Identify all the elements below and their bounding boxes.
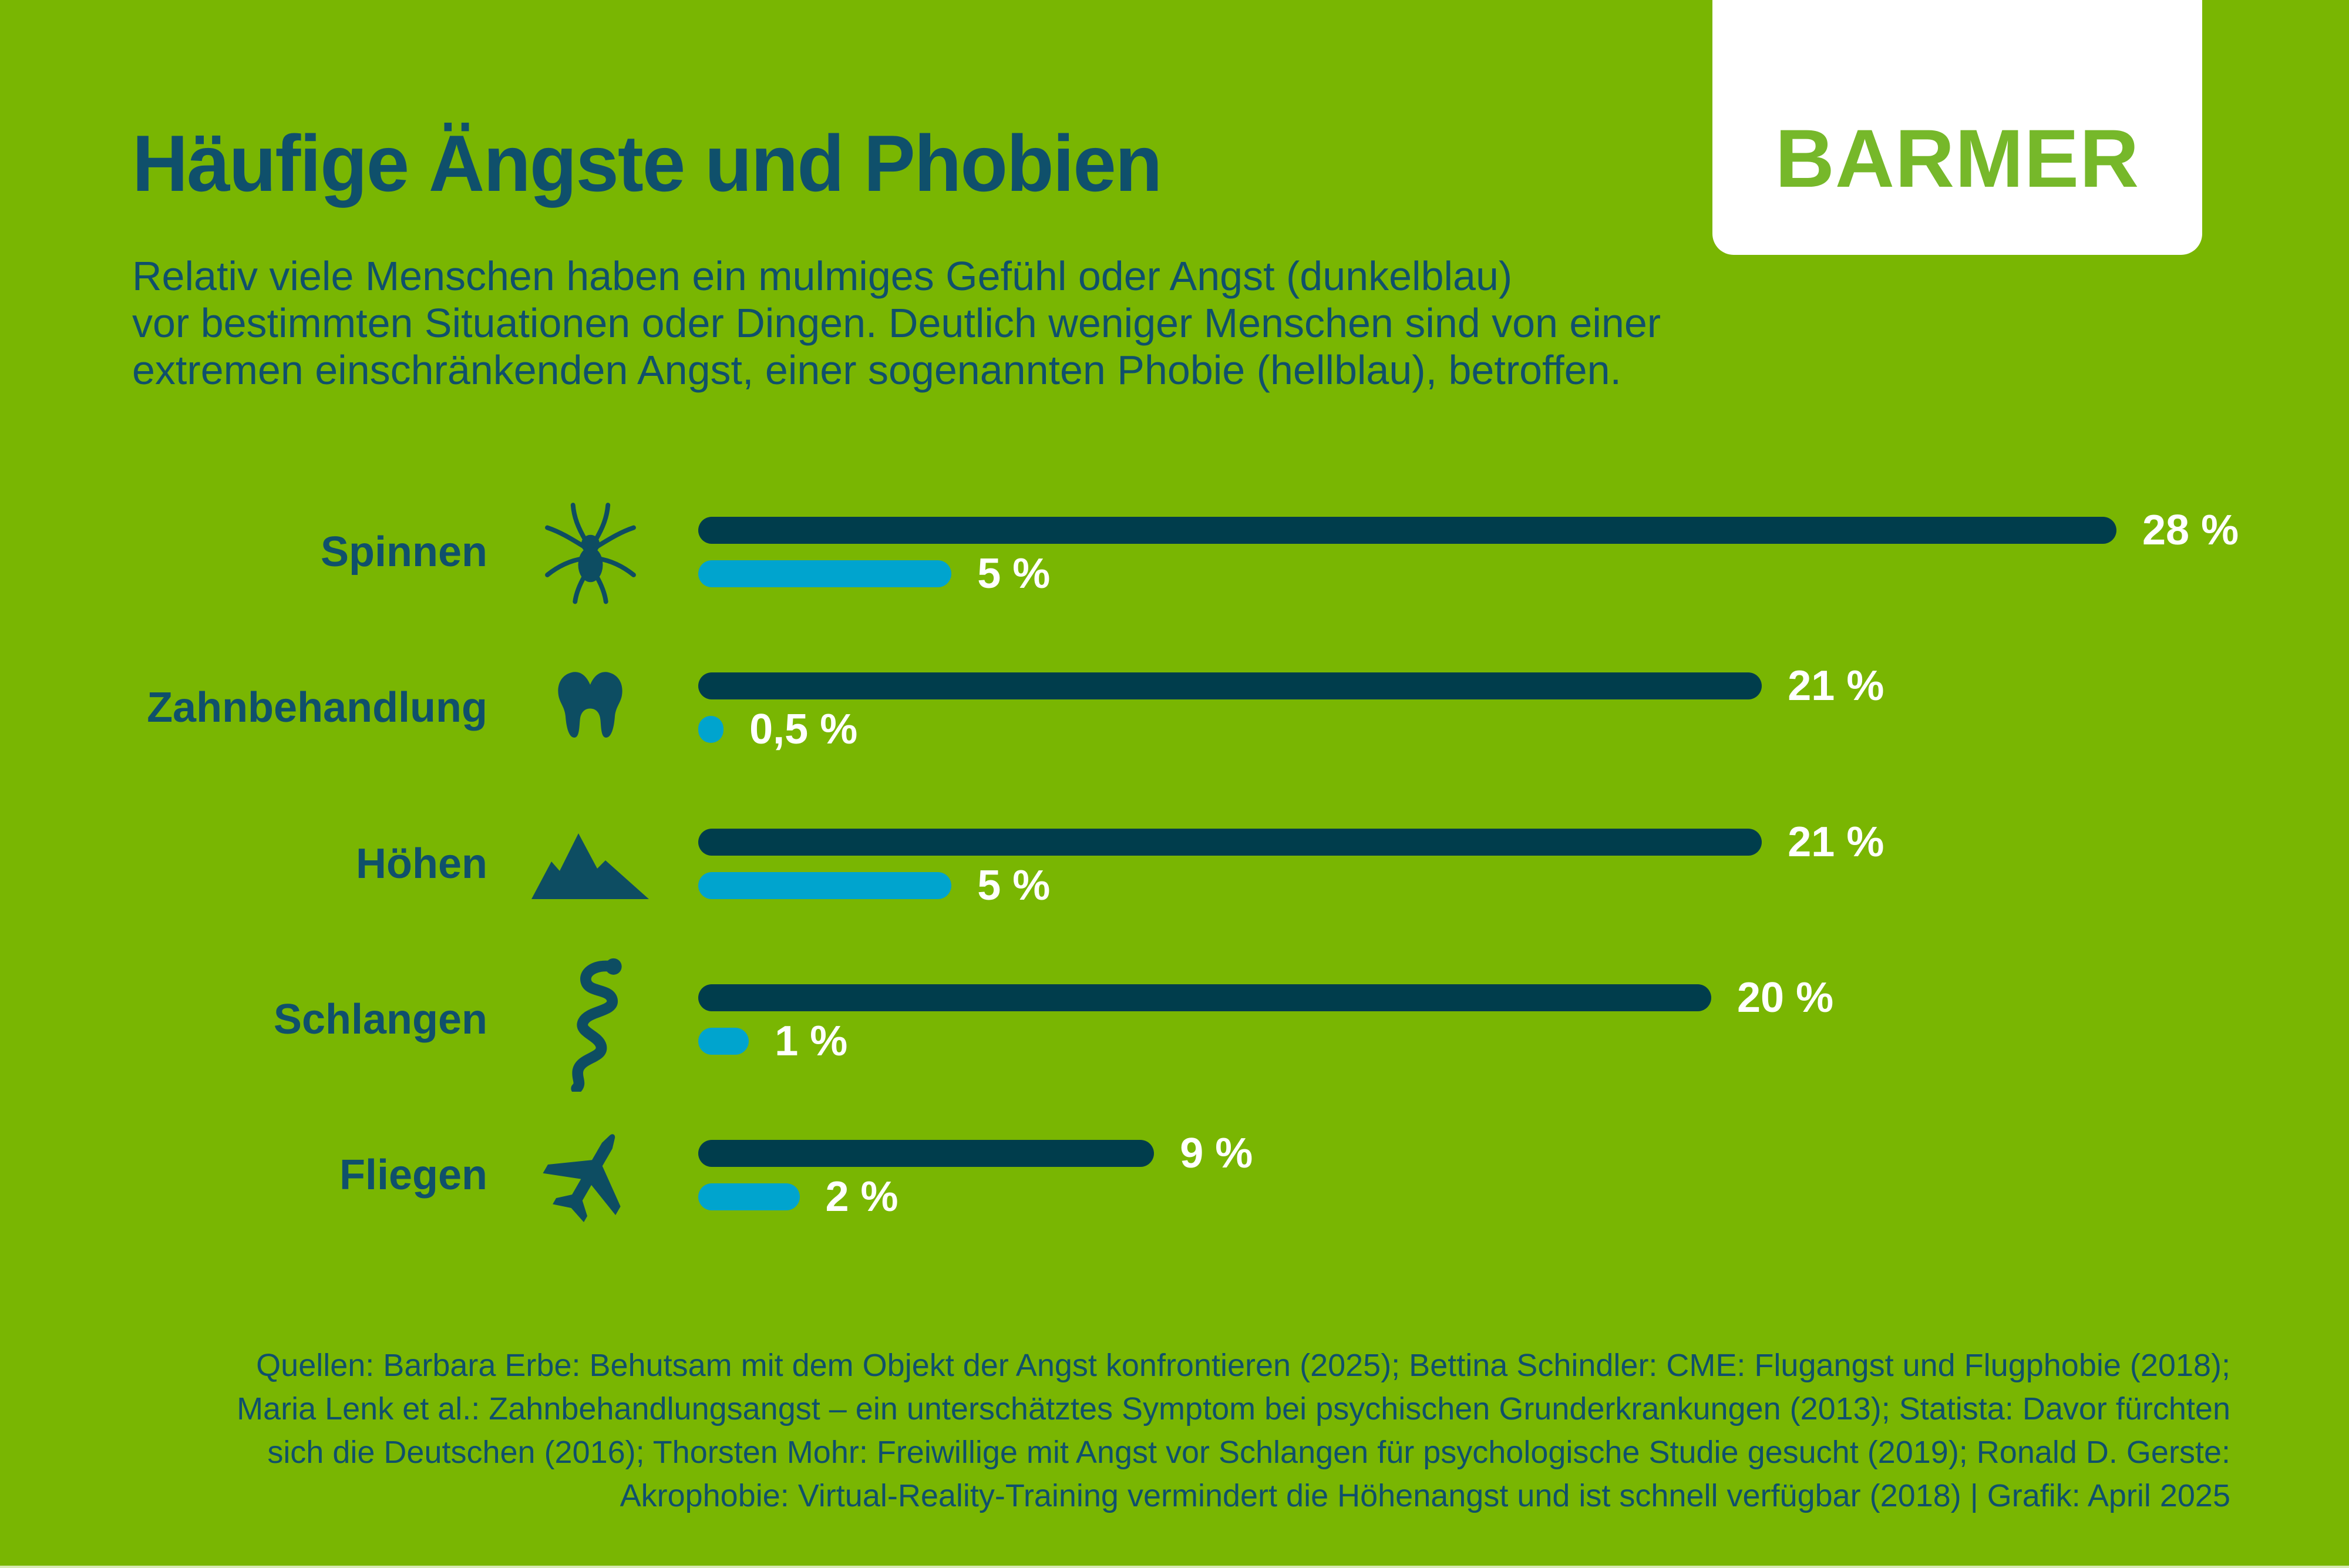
source-line-1: Quellen: Barbara Erbe: Behutsam mit dem …	[256, 1348, 2230, 1383]
barmer-logo: BARMER	[1712, 0, 2202, 255]
source-line-3: sich die Deutschen (2016); Thorsten Mohr…	[267, 1435, 2230, 1470]
phobia-value-label: 0,5 %	[749, 706, 858, 753]
snake-icon	[517, 952, 664, 1093]
phobia-bar: 1 %	[698, 1018, 847, 1065]
chart-row-zahnbehandlung: Zahnbehandlung 21 % 0,5 %	[0, 662, 2349, 753]
mountains-icon	[517, 802, 664, 926]
phobia-value-label: 5 %	[977, 550, 1051, 597]
page-title: Häufige Ängste und Phobien	[132, 119, 1162, 208]
fear-value-label: 21 %	[1788, 662, 1884, 709]
phobia-bar: 0,5 %	[698, 706, 857, 753]
phobia-value-label: 2 %	[825, 1173, 898, 1220]
airplane-icon	[517, 1113, 664, 1237]
subtitle: Relativ viele Menschen haben ein mulmige…	[132, 253, 1661, 393]
category-label: Zahnbehandlung	[147, 684, 487, 731]
subtitle-line-2: vor bestimmten Situationen oder Dingen. …	[132, 300, 1661, 346]
source-line-4: Akrophobie: Virtual-Reality-Training ver…	[620, 1478, 2230, 1513]
phobia-value-label: 5 %	[977, 862, 1051, 909]
source-line-2: Maria Lenk et al.: Zahnbehandlungsangst …	[237, 1391, 2230, 1426]
fear-bar: 9 %	[698, 1130, 1253, 1177]
category-label: Fliegen	[339, 1152, 487, 1199]
subtitle-line-1: Relativ viele Menschen haben ein mulmige…	[132, 253, 1513, 299]
fear-bar: 21 %	[698, 819, 1884, 866]
chart-row-fliegen: Fliegen 9 % 2 %	[0, 1130, 2349, 1223]
fear-bar: 20 %	[698, 974, 1833, 1021]
category-label: Höhen	[356, 840, 487, 887]
category-label: Schlangen	[273, 996, 487, 1043]
fear-value-label: 28 %	[2142, 507, 2239, 554]
fear-value-label: 9 %	[1180, 1130, 1253, 1177]
subtitle-line-3: extremen einschränkenden Angst, einer so…	[132, 347, 1621, 393]
tooth-icon	[517, 646, 664, 769]
fear-value-label: 20 %	[1737, 974, 1834, 1021]
category-label: Spinnen	[321, 529, 487, 576]
fear-bar: 21 %	[698, 662, 1884, 709]
barmer-logo-text: BARMER	[1775, 112, 2140, 204]
fear-value-label: 21 %	[1788, 819, 1884, 866]
fear-bar: 28 %	[698, 507, 2239, 554]
source-text: Quellen: Barbara Erbe: Behutsam mit dem …	[87, 1344, 2230, 1517]
chart-row-schlangen: Schlangen 20 % 1 %	[0, 958, 2349, 1092]
phobia-bar: 5 %	[698, 550, 1050, 597]
phobia-value-label: 1 %	[775, 1018, 848, 1065]
spider-icon	[517, 490, 664, 614]
bottom-edge-strip	[0, 1566, 2349, 1568]
phobia-bar: 5 %	[698, 862, 1050, 909]
chart-row-spinnen: Spinnen 28 % 5 %	[0, 502, 2349, 604]
phobia-bar: 2 %	[698, 1173, 898, 1220]
chart-row-hoehen: Höhen 21 % 5 %	[0, 819, 2349, 909]
